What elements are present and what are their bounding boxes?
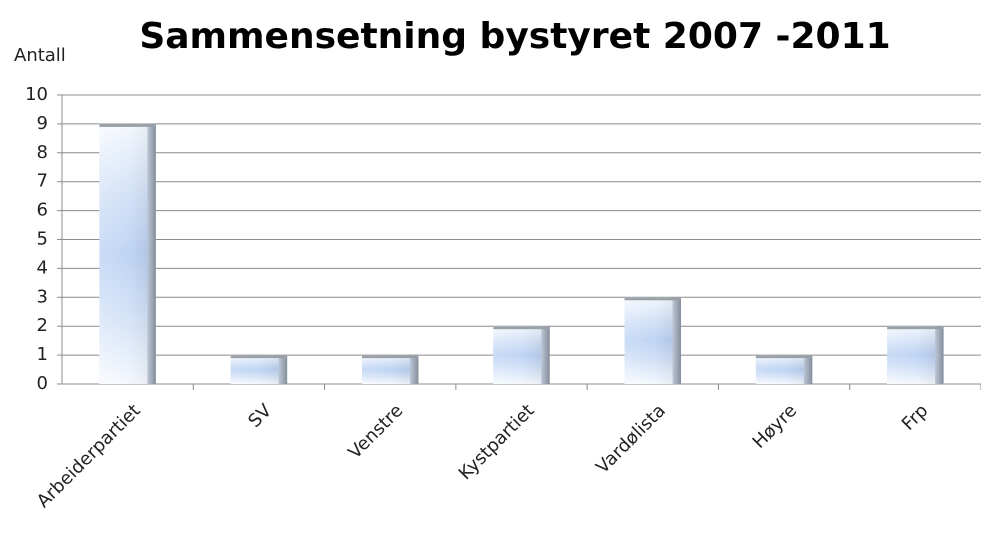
y-tick-label: 2 [37,315,48,336]
bar-top [230,355,288,359]
y-tick-label: 6 [37,200,48,221]
y-tick-label: 0 [37,373,48,394]
y-tick-label: 1 [37,344,48,365]
bar-gloss [361,355,410,384]
bar-top [493,326,550,330]
x-tick-label: Arbeiderpartiet [33,400,145,512]
x-tick-label: Kystpartiet [455,400,539,484]
x-tick-label: Venstre [344,400,407,463]
y-tick-label: 7 [37,171,48,192]
x-tick-label: Frp [898,400,933,435]
y-tick-label: 8 [37,142,48,163]
bar-gloss [755,355,804,384]
y-tick-label: 5 [37,229,48,250]
bar-top [361,355,419,359]
x-tick-label: SV [244,400,276,432]
chart-title: Sammensetning bystyret 2007 -2011 [139,16,890,57]
x-tick-label: Vardølista [592,400,670,478]
bar-top [624,297,682,301]
y-tick-label: 4 [37,257,48,278]
bar-gloss [624,297,673,384]
y-tick-label: 9 [37,113,48,134]
x-tick-label: Høyre [749,400,802,453]
y-tick-label: 10 [25,84,48,105]
y-axis-label: Antall [14,45,66,66]
bar-top [887,326,944,330]
bar-gloss [887,326,936,384]
bar-gloss [493,326,542,384]
y-tick-label: 3 [37,286,48,307]
bar-gloss [99,123,148,385]
bar-top [99,123,156,127]
bar-top [755,355,813,359]
bar-gloss [230,355,279,384]
